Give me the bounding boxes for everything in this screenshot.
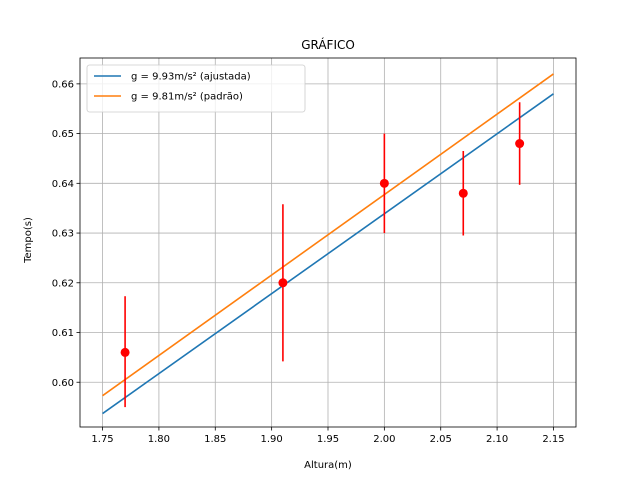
- legend-label-1: g = 9.93m/s² (ajustada): [131, 72, 251, 83]
- chart-title: GRÁFICO: [301, 37, 355, 52]
- y-tick-label: 0.65: [52, 129, 74, 140]
- data-point: [278, 278, 288, 288]
- x-tick-label: 1.75: [91, 434, 113, 445]
- legend-box: [86, 64, 306, 113]
- y-axis-label: Tempo(s): [23, 217, 34, 264]
- legend-label-2: g = 9.81m/s² (padrão): [131, 92, 243, 103]
- y-tick-label: 0.66: [52, 79, 74, 90]
- y-tick-label: 0.63: [52, 229, 74, 240]
- x-tick-label: 2.10: [486, 434, 508, 445]
- y-tick-label: 0.62: [52, 278, 74, 289]
- y-tick-label: 0.61: [52, 328, 74, 339]
- data-point: [379, 178, 389, 188]
- y-tick-label: 0.60: [52, 378, 74, 389]
- data-point: [120, 347, 130, 357]
- x-tick-label: 1.95: [317, 434, 339, 445]
- data-point: [458, 188, 468, 198]
- x-tick-label: 2.00: [373, 434, 395, 445]
- ticks: 1.75 1.80 1.85 1.90 1.95 2.00 2.05 2.10 2.15 0.60…: [52, 79, 565, 445]
- legend: g = 9.93m/s² (ajustada) g = 9.81m/s² (pad…: [86, 64, 306, 113]
- x-tick-label: 1.90: [261, 434, 283, 445]
- series-line-1: [102, 93, 554, 415]
- grid: [80, 58, 576, 427]
- x-tick-label: 2.15: [542, 434, 564, 445]
- data-point: [515, 139, 525, 149]
- plot-area: [102, 73, 554, 415]
- series-line-2: [102, 73, 554, 397]
- x-tick-label: 1.80: [148, 434, 170, 445]
- x-axis-label: Altura(m): [304, 460, 352, 471]
- y-tick-label: 0.64: [52, 179, 74, 190]
- x-tick-label: 1.85: [204, 434, 226, 445]
- x-tick-label: 2.05: [430, 434, 452, 445]
